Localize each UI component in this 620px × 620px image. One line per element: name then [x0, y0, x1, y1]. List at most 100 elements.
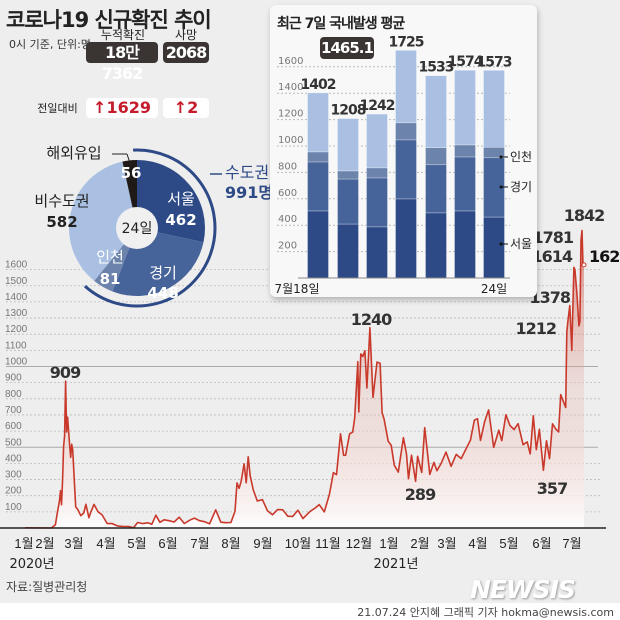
bar-segment	[425, 147, 447, 166]
cumulative-change: ↑1629	[86, 98, 158, 118]
bar-total-label: 1208	[331, 103, 366, 119]
bar-segment	[366, 113, 388, 169]
y-tick-label: 600	[5, 421, 22, 432]
annotation-label: 289	[405, 485, 436, 504]
bar-segment	[366, 167, 388, 179]
annotation-label: 1378	[529, 288, 570, 307]
x-tick-label: 2월	[410, 536, 429, 551]
capital-ring	[83, 148, 217, 308]
x-tick-label: 12월	[346, 536, 372, 551]
bar-total-label: 1402	[301, 77, 336, 93]
y-tick-label: 800	[5, 389, 22, 400]
legend-label: 경기	[510, 180, 532, 194]
bar-segment	[366, 226, 388, 279]
x-tick-label: 7월	[190, 536, 209, 551]
x-label: 24일	[481, 282, 507, 296]
y-tick-label: 1600	[278, 56, 303, 67]
bar-total-label: 1533	[419, 60, 454, 76]
death-value: 2068	[163, 42, 209, 63]
bar-segment	[307, 92, 329, 153]
y-tick-label: 200	[278, 241, 297, 252]
bar-segment	[454, 70, 476, 146]
newsis-logo: NEWSIS	[470, 575, 576, 604]
slice-name: 서울	[167, 190, 195, 208]
bar-segment	[425, 212, 447, 279]
bar-segment	[395, 122, 417, 141]
slice-value: 462	[165, 211, 196, 229]
y-tick-label: 1300	[5, 308, 28, 319]
bar-segment	[454, 210, 476, 279]
death-change: ↑2	[163, 98, 209, 118]
year-label: 2020년	[9, 557, 54, 572]
y-tick-label: 1600	[5, 260, 28, 271]
cumulative-label: 누적확진	[100, 28, 146, 42]
y-tick-label: 1400	[5, 292, 28, 303]
y-tick-label: 1000	[5, 357, 28, 368]
x-tick-label: 2월	[35, 536, 54, 551]
bar-segment	[337, 170, 359, 180]
y-tick-label: 1000	[278, 135, 303, 146]
y-tick-label: 500	[5, 437, 22, 448]
annotation-label: 1629	[589, 247, 620, 266]
credit: 21.07.24 안지혜 그래픽 기자 hokma@newsis.com	[357, 606, 614, 619]
bar-total-label: 1574	[448, 54, 484, 70]
x-tick-label: 11월	[315, 536, 340, 551]
x-tick-label: 5월	[499, 536, 518, 551]
bar-segment	[307, 210, 329, 279]
bar-segment	[483, 216, 505, 279]
x-tick-label: 10월	[285, 536, 311, 551]
y-tick-label: 800	[278, 161, 297, 172]
x-tick-label: 1월	[14, 536, 33, 551]
donut-center	[116, 207, 158, 249]
change-label: 전일대비	[37, 102, 78, 115]
slice-value: 56	[121, 164, 142, 182]
slice-value: 448	[147, 284, 178, 302]
page-title: 코로나19 신규확진 추이	[6, 8, 212, 32]
y-tick-label: 300	[5, 470, 22, 481]
donut-slice-3	[68, 161, 137, 281]
bar-segment	[337, 118, 359, 172]
y-tick-label: 400	[278, 214, 297, 225]
bar-segment	[395, 139, 417, 200]
slice-name: 해외유입	[46, 144, 101, 162]
overseas-leader	[126, 153, 132, 167]
y-tick-label: 600	[278, 188, 297, 199]
legend-label: 인천	[510, 149, 532, 164]
bar-segment	[395, 198, 417, 279]
weekly-average-panel: 최근 7일 국내발생 평균 1465.1 200 400 600 800 1000 120…	[270, 5, 537, 297]
bar-segment	[425, 164, 447, 214]
slice-name: 인천	[96, 248, 124, 266]
x-tick-label: 5월	[127, 536, 146, 551]
donut-center-label: 24일	[122, 221, 153, 237]
bar-total-label: 1242	[360, 98, 395, 114]
average-value: 1465.1	[320, 37, 374, 59]
death-label: 사망	[174, 28, 198, 42]
annotation-label: 1781	[532, 228, 573, 247]
y-tick-label: 400	[5, 453, 22, 464]
capital-label: 수도권	[225, 163, 269, 182]
y-tick-label: 200	[5, 486, 22, 497]
x-tick-label: 9월	[253, 536, 272, 551]
bar-segment	[395, 50, 417, 124]
daily-cases-line	[24, 229, 585, 529]
x-tick-label: 7월	[562, 536, 581, 551]
x-tick-label: 4월	[468, 536, 487, 551]
bar-total-label: 1725	[389, 34, 424, 50]
x-tick-label: 6월	[158, 536, 177, 551]
x-tick-label: 1월	[379, 536, 398, 551]
y-tick-label: 1200	[278, 109, 303, 120]
end-point-marker	[581, 262, 587, 268]
x-tick-label: 3월	[64, 536, 83, 551]
bar-segment	[366, 177, 388, 228]
y-tick-label: 900	[5, 373, 22, 384]
annotation-label: 1212	[515, 319, 556, 338]
footer-strip	[0, 603, 620, 620]
bar-segment	[337, 178, 359, 225]
capital-value: 991명	[225, 183, 273, 202]
y-tick-label: 1500	[5, 276, 28, 287]
bar-segment	[483, 70, 505, 148]
y-tick-label: 1100	[5, 340, 27, 351]
source: 자료:질병관리청	[6, 580, 88, 594]
year-label: 2021년	[373, 557, 418, 572]
